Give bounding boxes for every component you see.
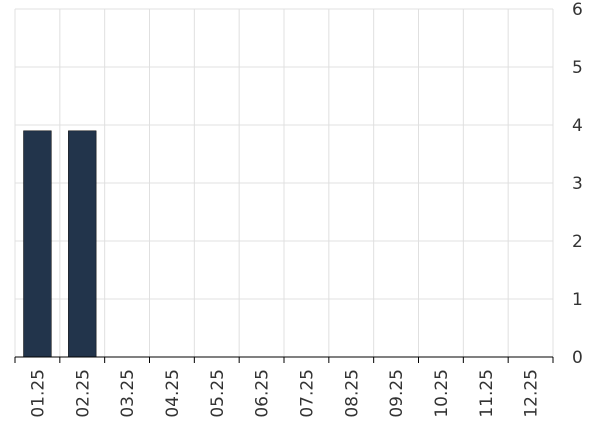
y-axis-labels: 0 1 2 3 4 5 6	[572, 0, 583, 368]
x-axis-labels: 01.25 02.25 03.25 04.25 05.25 06.25 07.25 08.25…	[28, 369, 541, 418]
x-tick-label: 06.25	[253, 369, 273, 418]
y-tick-label: 4	[572, 116, 583, 136]
y-tick-label: 2	[572, 232, 583, 252]
x-tick-label: 03.25	[118, 369, 138, 418]
y-tick-label: 3	[572, 174, 583, 194]
axes	[14, 356, 554, 363]
x-tick-label: 02.25	[73, 369, 93, 418]
bar	[23, 130, 52, 358]
x-tick-label: 04.25	[163, 369, 183, 418]
x-tick-label: 01.25	[28, 369, 48, 418]
x-tick-label: 05.25	[208, 369, 228, 418]
x-tick-label: 12.25	[522, 369, 542, 418]
bars	[23, 130, 97, 358]
x-tick-label: 10.25	[432, 369, 452, 418]
y-tick-label: 5	[572, 58, 583, 78]
x-tick-label: 11.25	[477, 369, 497, 418]
grid	[14, 8, 554, 357]
x-tick-label: 07.25	[297, 369, 317, 418]
y-tick-label: 0	[572, 348, 583, 368]
bar	[68, 130, 97, 358]
y-tick-label: 1	[572, 290, 583, 310]
x-tick-label: 09.25	[387, 369, 407, 418]
x-tick-label: 08.25	[342, 369, 362, 418]
y-tick-label: 6	[572, 0, 583, 20]
